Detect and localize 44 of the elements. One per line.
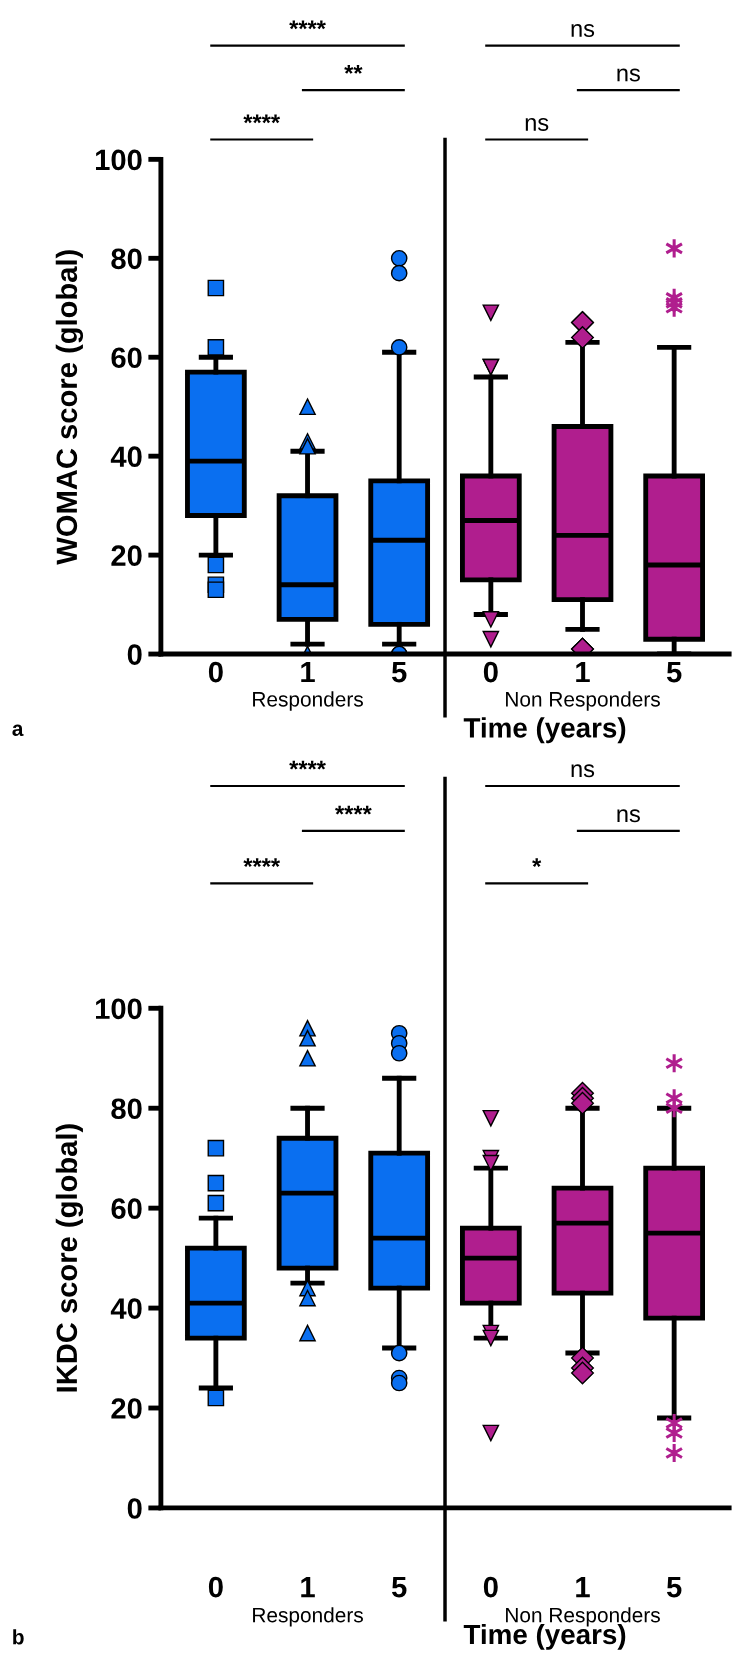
y-tick-label: 20 [111,1398,142,1419]
y-tick-label: 0 [127,1498,142,1519]
text: Non Responders [506,691,660,711]
text: Responders [253,1607,363,1627]
text: **** [289,20,326,30]
x-tick-label: 5 [391,1577,407,1598]
y-axis-title: WOMAC score (global) [55,250,84,565]
y-tick-label: 100 [96,149,142,171]
y-axis-title: IKDC score (global) [55,1124,84,1392]
text: * [532,858,542,868]
text: **** [289,760,326,770]
y-tick-label: 80 [111,1098,142,1120]
text: Responders [253,691,363,711]
x-tick-label: 1 [576,662,590,683]
text: ns [571,24,595,37]
x-tick-label: 1 [301,1577,315,1598]
x-tick-label: 0 [483,661,498,683]
x-tick-label: 5 [391,662,407,683]
text: ns [617,809,640,823]
text: **** [243,858,281,868]
y-tick-label: 40 [110,446,142,468]
y-tick-label: 0 [127,644,142,665]
x-axis-title: Time (years) [463,717,626,744]
y-tick-label: 40 [110,1298,142,1319]
y-tick-label: 100 [96,998,142,1020]
x-tick-label: 0 [483,1576,498,1598]
x-tick-label: 1 [576,1577,590,1598]
text: **** [243,114,281,124]
x-tick-label: 0 [208,661,223,683]
y-tick-label: 60 [111,1198,142,1219]
x-tick-label: 5 [666,662,682,683]
text: **** [335,805,372,815]
text: ns [571,764,595,778]
y-tick-label: 80 [111,248,142,270]
x-tick-label: 0 [208,1576,223,1598]
y-tick-label: 20 [111,545,142,566]
text: b [13,1629,24,1645]
x-tick-label: 1 [301,662,315,683]
text: ** [344,65,363,74]
text: ns [617,68,640,82]
y-tick-label: 60 [111,347,142,369]
x-tick-label: 5 [666,1577,682,1598]
text: ns [525,118,549,131]
text: a [12,724,24,736]
